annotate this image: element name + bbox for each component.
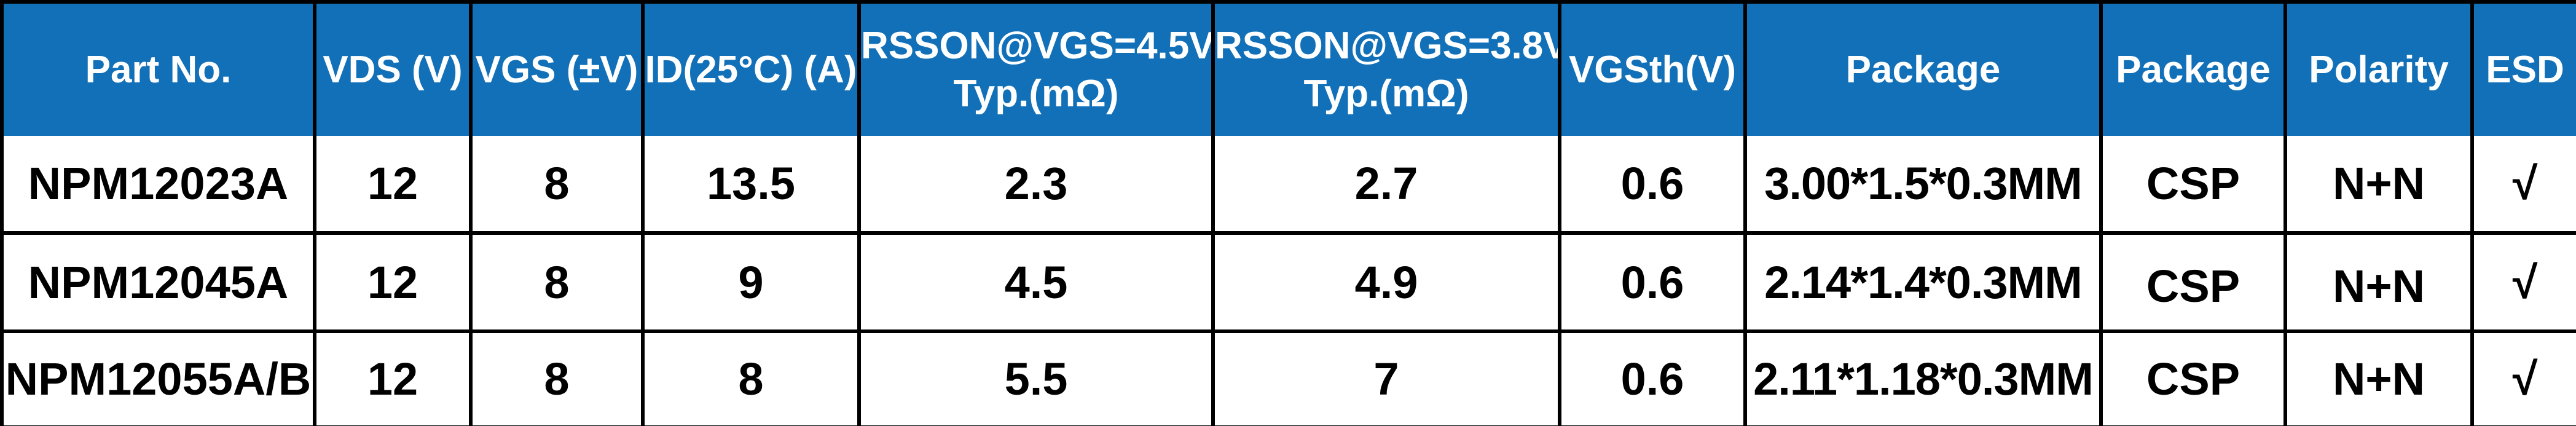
header-vds: VDS (V) <box>313 0 473 136</box>
cell-vgs: 8 <box>469 136 645 235</box>
cell-package-type: CSP <box>2099 136 2287 235</box>
cell-vgs: 8 <box>469 329 645 426</box>
cell-esd-checkmark: √ <box>2470 329 2576 426</box>
table-row: NPM12023A 12 8 13.5 2.3 2.7 0.6 3.00*1.5… <box>0 136 2576 235</box>
cell-vds: 12 <box>313 231 473 333</box>
cell-vgsth: 0.6 <box>1558 329 1747 426</box>
header-esd: ESD <box>2470 0 2576 136</box>
cell-part-no: NPM12055A/B <box>0 329 316 426</box>
cell-vds: 12 <box>313 136 473 235</box>
cell-id-25c: 13.5 <box>641 136 861 235</box>
header-polarity: Polarity <box>2283 0 2474 136</box>
cell-rsson-4v5: 5.5 <box>857 329 1215 426</box>
cell-package-size: 2.11*1.18*0.3MM <box>1743 329 2103 426</box>
cell-id-25c: 9 <box>641 231 861 333</box>
header-id-25c: ID(25°C) (A) <box>641 0 861 136</box>
header-rsson-3v8: RSSON@VGS=3.8V Typ.(mΩ) <box>1211 0 1561 136</box>
table-row: NPM12055A/B 12 8 8 5.5 7 0.6 2.11*1.18*0… <box>0 329 2576 426</box>
cell-esd-checkmark: √ <box>2470 136 2576 235</box>
cell-rsson-4v5: 4.5 <box>857 231 1215 333</box>
cell-package-type: CSP <box>2099 231 2287 333</box>
cell-package-size: 2.14*1.4*0.3MM <box>1743 231 2103 333</box>
cell-id-25c: 8 <box>641 329 861 426</box>
cell-polarity: N+N <box>2283 136 2474 235</box>
cell-vgsth: 0.6 <box>1558 136 1747 235</box>
header-part-no: Part No. <box>0 0 316 136</box>
header-package-type: Package <box>2099 0 2287 136</box>
header-vgs: VGS (±V) <box>469 0 645 136</box>
table-row: NPM12045A 12 8 9 4.5 4.9 0.6 2.14*1.4*0.… <box>0 231 2576 333</box>
cell-rsson-3v8: 2.7 <box>1211 136 1561 235</box>
cell-package-size: 3.00*1.5*0.3MM <box>1743 136 2103 235</box>
cell-package-type: CSP <box>2099 329 2287 426</box>
header-row: Part No. VDS (V) VGS (±V) ID(25°C) (A) R… <box>0 0 2576 136</box>
cell-rsson-3v8: 7 <box>1211 329 1561 426</box>
header-vgsth: VGSth(V) <box>1558 0 1747 136</box>
cell-esd-checkmark: √ <box>2470 231 2576 333</box>
cell-vds: 12 <box>313 329 473 426</box>
cell-rsson-3v8: 4.9 <box>1211 231 1561 333</box>
cell-vgs: 8 <box>469 231 645 333</box>
cell-polarity: N+N <box>2283 231 2474 333</box>
cell-part-no: NPM12045A <box>0 231 316 333</box>
header-package-size: Package <box>1743 0 2103 136</box>
header-rsson-4v5: RSSON@VGS=4.5V Typ.(mΩ) <box>857 0 1215 136</box>
cell-part-no: NPM12023A <box>0 136 316 235</box>
cell-vgsth: 0.6 <box>1558 231 1747 333</box>
cell-polarity: N+N <box>2283 329 2474 426</box>
cell-rsson-4v5: 2.3 <box>857 136 1215 235</box>
